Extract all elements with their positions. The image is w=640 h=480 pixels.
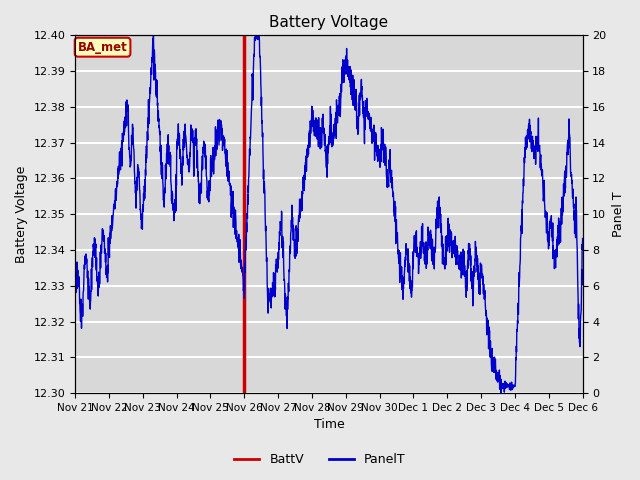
X-axis label: Time: Time <box>314 419 344 432</box>
Legend: BattV, PanelT: BattV, PanelT <box>229 448 411 471</box>
Y-axis label: Panel T: Panel T <box>612 192 625 237</box>
Title: Battery Voltage: Battery Voltage <box>269 15 388 30</box>
Y-axis label: Battery Voltage: Battery Voltage <box>15 166 28 263</box>
Text: BA_met: BA_met <box>77 41 127 54</box>
